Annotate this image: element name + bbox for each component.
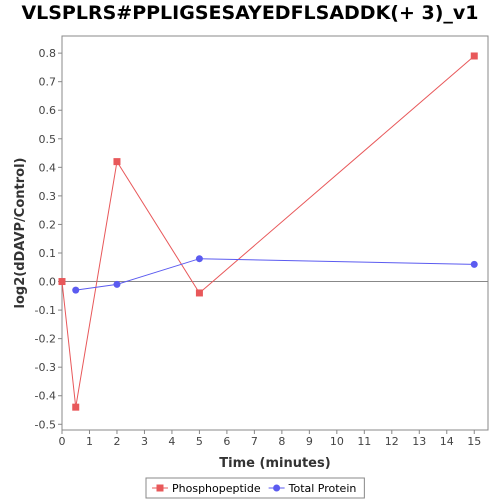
legend-total-protein-marker [273,484,281,492]
y-tick-label: 0.8 [39,47,57,60]
x-tick-label: 2 [113,435,120,448]
y-tick-label: -0.4 [35,390,56,403]
legend-box [145,477,365,499]
x-tick-label: 13 [412,435,426,448]
chart-title: VLSPLRS#PPLIGSESAYEDFLSADDK(+ 3)_v1 [21,2,479,24]
y-tick-label: 0.4 [39,161,57,174]
y-tick-label: 0.6 [39,104,57,117]
x-tick-label: 11 [357,435,371,448]
y-axis-label: log2(dDAVP/Control) [13,158,28,309]
x-axis-ticks: 0 1 2 3 4 5 6 7 8 9 10 11 12 13 14 15 [59,430,481,448]
phosphopeptide-point [470,52,478,60]
x-axis-label: Time (minutes) [219,456,330,471]
x-tick-label: 4 [168,435,175,448]
x-tick-label: 14 [440,435,454,448]
total-protein-point [72,286,80,294]
y-tick-label: 0.2 [39,218,57,231]
legend-phosphopeptide-label: Phosphopeptide [172,482,261,495]
x-tick-label: 7 [251,435,258,448]
x-tick-label: 0 [59,435,66,448]
y-tick-label: 0.5 [39,133,57,146]
y-tick-label: 0.3 [39,190,57,203]
x-tick-label: 6 [223,435,230,448]
x-tick-label: 3 [141,435,148,448]
x-tick-label: 9 [306,435,313,448]
x-tick-label: 12 [385,435,399,448]
legend: Phosphopeptide Total Protein [145,477,365,499]
plot-area [61,35,489,431]
y-tick-label: 0.7 [39,76,57,89]
legend-phosphopeptide-marker [156,484,164,492]
x-tick-label: 10 [330,435,344,448]
y-tick-label: -0.1 [35,304,56,317]
series-layer [58,52,478,411]
total-protein-point [113,280,121,288]
x-tick-label: 15 [467,435,481,448]
total-protein-line [75,258,475,291]
total-protein-point [470,260,478,268]
x-tick-label: 5 [196,435,203,448]
y-tick-label: 0.1 [39,247,57,260]
y-tick-label: -0.2 [35,333,56,346]
total-protein-point [195,255,203,263]
phosphopeptide-point [72,403,80,411]
phosphopeptide-point [195,289,203,297]
x-tick-label: 8 [278,435,285,448]
y-tick-label: -0.3 [35,361,56,374]
y-axis-ticks: -0.5 -0.4 -0.3 -0.2 -0.1 0.0 0.1 0.2 0.3 0.4 0.5 0.… [35,47,62,431]
x-tick-label: 1 [86,435,93,448]
y-tick-label: -0.5 [35,418,56,431]
phosphopeptide-point [113,158,121,166]
legend-total-protein-label: Total Protein [288,482,357,495]
y-tick-label: 0.0 [39,276,57,289]
phosphopeptide-point [58,278,66,286]
